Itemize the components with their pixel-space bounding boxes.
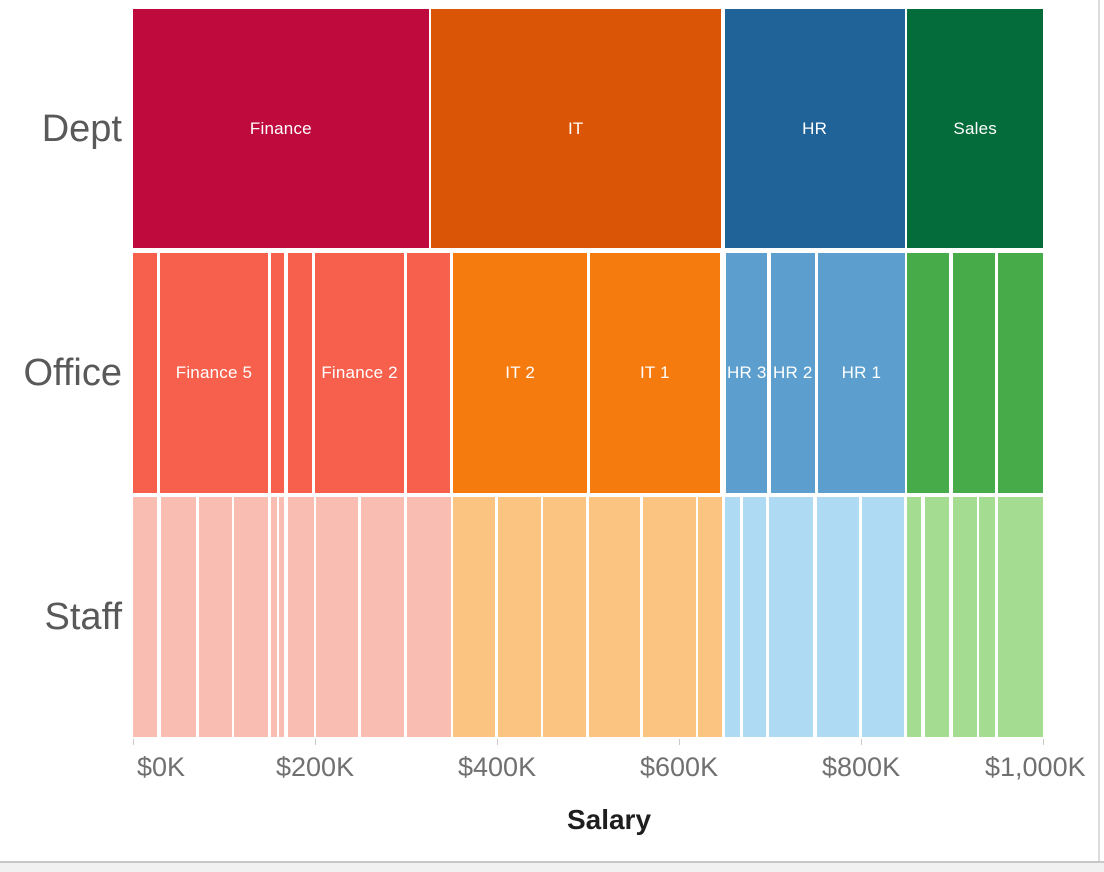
segment-staff-it-15[interactable] [642, 497, 697, 737]
segment-office-finance-5[interactable]: Finance 5 [160, 253, 268, 493]
segment-staff-it-12[interactable] [497, 497, 541, 737]
segment-office-sales-13[interactable] [952, 253, 995, 493]
x-axis-tick [1043, 739, 1044, 745]
x-axis-tick-label: $200K [276, 752, 355, 782]
segment-dept-it[interactable]: IT [430, 9, 721, 248]
segment-office-sales-12[interactable] [906, 253, 950, 493]
x-axis-tick-label: $400K [458, 752, 537, 782]
segment-office-hr-1[interactable]: HR 1 [818, 253, 905, 493]
segment-office-it-1[interactable]: IT 1 [589, 253, 720, 493]
bottom-strip [0, 863, 1104, 872]
segment-staff-finance-9[interactable] [361, 497, 405, 737]
row-label-dept: Dept [41, 107, 122, 150]
x-axis-tick [315, 739, 316, 745]
segment-staff-hr-17[interactable] [724, 497, 740, 737]
segment-label: Finance [249, 118, 312, 138]
segment-staff-hr-19[interactable] [769, 497, 813, 737]
segment-office-finance-2[interactable]: Finance 2 [315, 253, 405, 493]
segment-label: HR 2 [772, 363, 813, 382]
segment-office-it-2[interactable]: IT 2 [453, 253, 588, 493]
segment-dept-hr[interactable]: HR [724, 9, 905, 248]
x-axis-title: Salary [566, 804, 652, 835]
segment-office-finance-4[interactable] [287, 253, 313, 493]
segment-office-hr-3[interactable]: HR 3 [726, 253, 768, 493]
bottom-divider [0, 861, 1104, 863]
segment-staff-sales-25[interactable] [979, 497, 995, 737]
segment-label: HR 3 [727, 363, 767, 382]
segment-office-finance-1[interactable] [133, 253, 157, 493]
segment-office-finance-3[interactable] [271, 253, 285, 493]
segment-label: Finance 5 [175, 363, 253, 382]
segment-label: IT [567, 118, 584, 138]
segment-staff-it-16[interactable] [698, 497, 722, 737]
segment-staff-sales-26[interactable] [998, 497, 1043, 737]
segment-staff-sales-24[interactable] [952, 497, 977, 737]
segment-staff-finance-1[interactable] [133, 497, 157, 737]
segment-staff-finance-4[interactable] [234, 497, 268, 737]
x-axis-tick [861, 739, 862, 745]
right-border [1098, 0, 1100, 861]
row-label-office: Office [23, 352, 122, 394]
x-axis-tick [679, 739, 680, 745]
segment-staff-finance-5[interactable] [271, 497, 277, 737]
segment-label: IT 1 [639, 363, 670, 382]
segment-staff-it-11[interactable] [453, 497, 496, 737]
row-label-staff: Staff [44, 596, 122, 638]
segment-label: Sales [953, 118, 997, 138]
segment-staff-finance-3[interactable] [199, 497, 233, 737]
segment-staff-finance-7[interactable] [287, 497, 315, 737]
segment-label: HR 1 [841, 363, 882, 382]
segment-staff-finance-10[interactable] [406, 497, 452, 737]
segment-dept-finance[interactable]: Finance [133, 9, 429, 248]
x-axis-tick [133, 739, 134, 745]
segment-label: IT 2 [505, 363, 536, 382]
segment-label: Finance 2 [321, 363, 398, 382]
segment-staff-hr-21[interactable] [861, 497, 904, 737]
segment-staff-hr-20[interactable] [817, 497, 860, 737]
segment-office-sales-14[interactable] [998, 253, 1043, 493]
segment-staff-finance-2[interactable] [161, 497, 196, 737]
segment-staff-hr-18[interactable] [742, 497, 767, 737]
segment-dept-sales[interactable]: Sales [907, 9, 1043, 248]
segment-staff-finance-6[interactable] [278, 497, 285, 737]
x-axis-tick-label: $0K [137, 752, 186, 782]
x-axis-tick-label: $600K [640, 752, 719, 782]
segment-office-finance-6[interactable] [406, 253, 450, 493]
segment-staff-sales-23[interactable] [924, 497, 950, 737]
x-axis-tick-label: $800K [822, 752, 901, 782]
segment-staff-it-13[interactable] [543, 497, 587, 737]
x-axis-tick-label: $1,000K [985, 752, 1086, 782]
segment-staff-sales-22[interactable] [906, 497, 922, 737]
segment-label: HR [802, 118, 828, 138]
segment-staff-it-14[interactable] [588, 497, 640, 737]
segment-staff-finance-8[interactable] [315, 497, 358, 737]
segment-office-hr-2[interactable]: HR 2 [770, 253, 815, 493]
x-axis-tick [497, 739, 498, 745]
